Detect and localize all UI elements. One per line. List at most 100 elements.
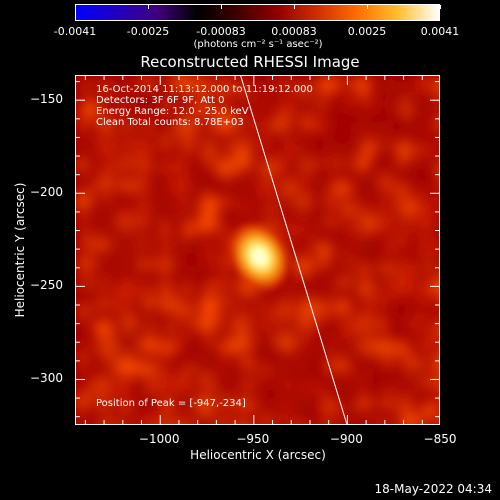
background-ripple: [376, 293, 394, 311]
background-ripple: [199, 294, 221, 317]
background-ripple: [237, 199, 255, 217]
y-tick-label: −200: [30, 185, 63, 200]
background-ripple: [354, 156, 371, 173]
background-ripple: [96, 337, 119, 360]
background-ripple: [233, 315, 253, 335]
background-ripple: [176, 242, 191, 257]
background-ripple: [179, 302, 193, 316]
background-ripple: [139, 76, 156, 91]
background-ripple: [117, 155, 134, 172]
axis-ticks: [76, 76, 439, 424]
colorbar: [75, 4, 441, 21]
background-ripple: [138, 414, 161, 424]
background-ripple: [334, 298, 352, 315]
background-ripple: [113, 379, 132, 398]
background-ripple: [171, 373, 193, 395]
background-ripple: [437, 299, 439, 309]
background-ripple: [274, 117, 291, 133]
background-ripple: [376, 174, 394, 191]
colorbar-tick-label: -0.0041: [53, 25, 97, 38]
background-ripple: [436, 379, 439, 393]
background-ripple: [222, 179, 233, 190]
background-ripple: [95, 236, 111, 253]
background-ripple: [361, 418, 377, 424]
y-tick-label: −300: [30, 371, 63, 386]
background-ripple: [161, 99, 173, 112]
flare-peak-source: [227, 220, 292, 293]
background-ripple: [253, 298, 273, 318]
background-ripple: [356, 262, 372, 278]
background-ripple: [196, 212, 218, 234]
background-ripple: [378, 418, 393, 424]
background-ripple: [296, 358, 308, 369]
background-ripple: [181, 222, 197, 238]
background-ripple: [354, 374, 370, 390]
background-ripple: [76, 157, 90, 172]
x-tick-label: −900: [329, 432, 363, 446]
y-axis-label: Heliocentric Y (arcsec): [13, 182, 28, 318]
background-ripple: [260, 78, 273, 91]
background-ripple: [218, 313, 238, 333]
background-ripple: [298, 335, 314, 351]
background-ripple: [382, 357, 394, 369]
background-ripple: [422, 262, 434, 273]
background-ripple: [281, 281, 297, 296]
background-ripple: [401, 354, 419, 372]
background-ripple: [204, 257, 216, 270]
background-ripple: [223, 297, 234, 308]
background-ripple: [214, 380, 233, 399]
background-ripple: [163, 322, 176, 334]
background-ripple: [119, 255, 140, 276]
background-ripple: [299, 95, 313, 110]
colorbar-tick: [221, 5, 222, 9]
background-ripple: [78, 119, 89, 130]
background-ripple: [197, 413, 216, 424]
background-ripple: [237, 115, 257, 135]
background-ripple: [172, 197, 192, 216]
background-ripple: [417, 183, 431, 197]
background-ripple: [275, 361, 291, 377]
background-ripple: [295, 312, 317, 334]
background-ripple: [136, 115, 158, 137]
colorbar-tick-label: 0.0025: [347, 25, 387, 38]
background-ripple: [316, 98, 329, 112]
x-tick-label: −950: [236, 432, 270, 446]
background-ripple: [421, 100, 435, 114]
background-ripple: [334, 179, 352, 197]
background-ripple: [174, 158, 190, 174]
background-ripple: [116, 332, 139, 355]
background-ripple: [76, 417, 91, 424]
background-ripple: [296, 81, 312, 97]
background-ripple: [181, 395, 196, 411]
background-ripple: [338, 332, 358, 352]
background-ripple: [302, 241, 314, 254]
background-ripple: [100, 158, 117, 176]
background-ripple: [138, 237, 151, 249]
background-ripple: [96, 174, 116, 194]
background-ripple: [435, 322, 439, 336]
background-ripple: [411, 197, 434, 220]
background-ripple: [357, 120, 370, 134]
colorbar-tick-label: -0.0025: [126, 25, 170, 38]
background-ripple: [319, 397, 339, 418]
background-ripple: [97, 397, 111, 411]
background-ripple: [102, 260, 114, 272]
background-ripple: [360, 139, 377, 157]
background-ripple: [200, 242, 214, 256]
background-ripple: [79, 99, 99, 119]
background-ripple: [395, 259, 417, 281]
background-ripple: [299, 378, 318, 397]
background-ripple: [395, 341, 410, 356]
background-ripple: [416, 357, 429, 370]
background-ripple: [323, 281, 335, 293]
background-ripple: [216, 77, 235, 96]
background-ripple: [417, 301, 429, 313]
y-tick-label: −150: [30, 92, 63, 107]
background-ripple: [176, 117, 196, 138]
colorbar-tick-label: -0.00083: [196, 25, 246, 38]
heatmap-image: [76, 76, 439, 424]
background-ripple: [198, 375, 215, 392]
background-ripple: [153, 373, 174, 394]
image-plot-area[interactable]: 16-Oct-2014 11:13:12.000 to 11:19:12.000…: [75, 75, 440, 425]
background-ripple: [277, 334, 296, 353]
